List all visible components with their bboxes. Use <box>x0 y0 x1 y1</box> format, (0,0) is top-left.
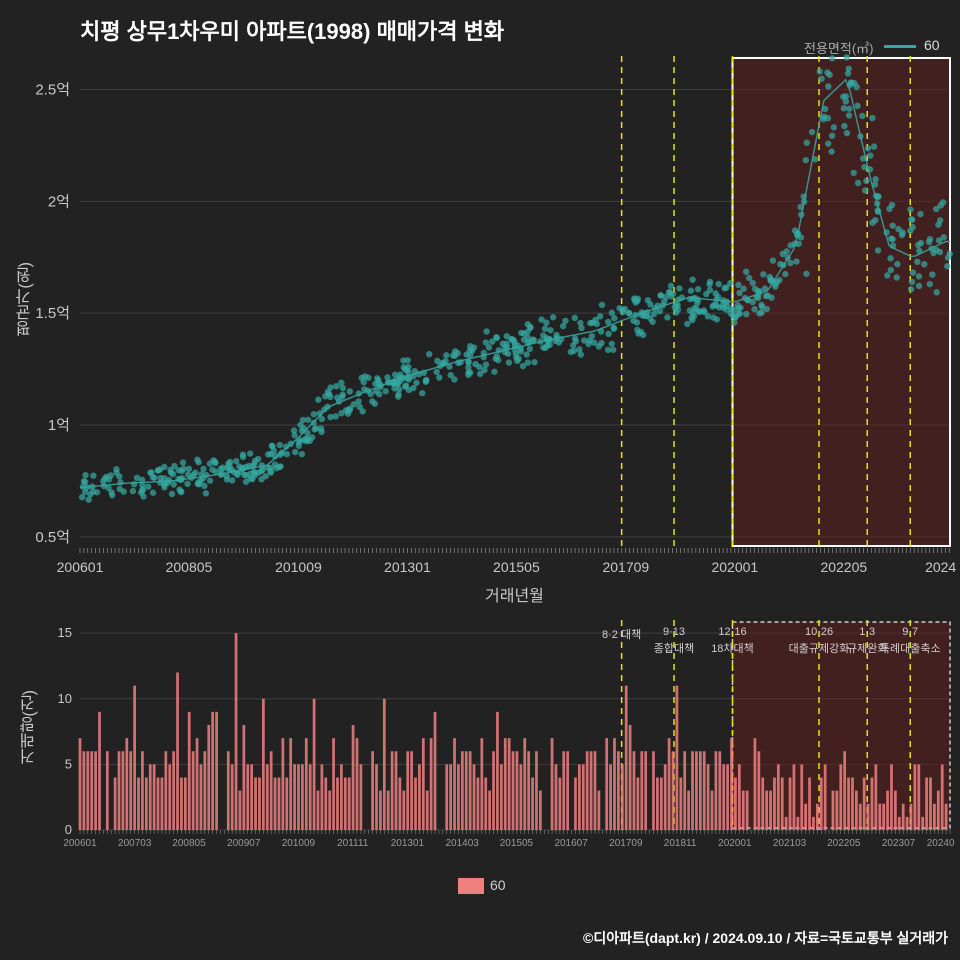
scatter-x-axis-title: 거래년월 <box>485 582 544 606</box>
svg-text:201403: 201403 <box>445 838 479 849</box>
svg-text:201301: 201301 <box>391 838 425 849</box>
svg-text:200703: 200703 <box>118 838 152 849</box>
svg-text:201709: 201709 <box>609 838 643 849</box>
svg-text:15: 15 <box>58 625 72 640</box>
svg-text:0: 0 <box>65 822 72 837</box>
scatter-y-axis-title: 평균가(원) <box>14 262 38 337</box>
event-label: 특례대출축소 <box>870 640 950 656</box>
svg-text:5: 5 <box>65 756 72 771</box>
volume-bar-chart: 0 5 10 15 200601 200703 200805 200907 201009 2011… <box>0 0 960 960</box>
svg-text:201111: 201111 <box>337 838 369 849</box>
attribution-footer: ©디아파트(dapt.kr) / 2024.09.10 / 자료=국토교통부 실… <box>583 928 948 948</box>
svg-text:202103: 202103 <box>773 838 807 849</box>
svg-text:20240: 20240 <box>927 838 955 849</box>
svg-text:202307: 202307 <box>882 838 916 849</box>
svg-text:201607: 201607 <box>554 838 588 849</box>
svg-text:200805: 200805 <box>172 838 206 849</box>
bar-legend-label: 60 <box>490 877 506 893</box>
svg-text:200601: 200601 <box>63 838 97 849</box>
event-label: 9·13 <box>644 626 704 638</box>
event-label: 18차대책 <box>693 640 773 656</box>
svg-text:202205: 202205 <box>827 838 861 849</box>
bar-y-axis-title: 거래량(건) <box>18 690 42 765</box>
svg-text:201811: 201811 <box>664 838 697 849</box>
svg-text:201009: 201009 <box>282 838 316 849</box>
svg-text:202001: 202001 <box>718 838 752 849</box>
bar-legend-swatch <box>458 878 484 894</box>
event-label: 9·7 <box>880 626 940 638</box>
svg-text:200907: 200907 <box>227 838 261 849</box>
svg-text:10: 10 <box>58 691 72 706</box>
event-label: 12·16 <box>703 626 763 638</box>
svg-text:201505: 201505 <box>500 838 534 849</box>
